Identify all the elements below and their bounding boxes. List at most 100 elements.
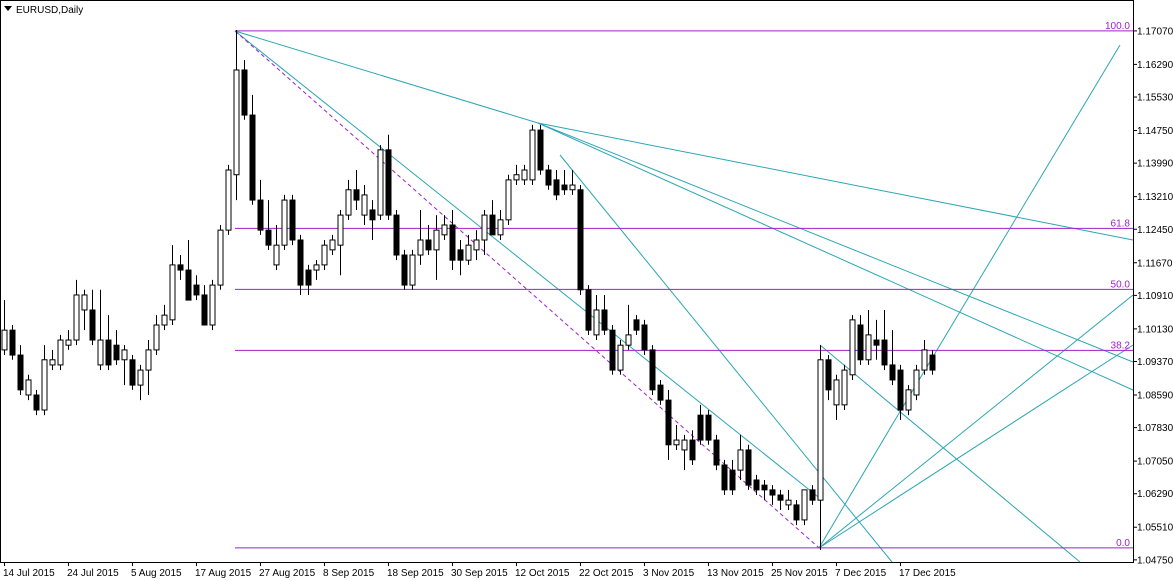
candle-body — [73, 294, 80, 341]
x-tick-label: 12 Oct 2015 — [515, 568, 570, 579]
candle-body — [809, 489, 816, 501]
candle-body — [401, 254, 408, 286]
candle-body — [265, 229, 272, 246]
trendline — [234, 30, 823, 501]
candle-body — [681, 439, 688, 451]
candle-body — [497, 219, 504, 236]
candle-body — [17, 354, 24, 391]
trendline — [537, 122, 1134, 363]
y-tick-label: 1.07830 — [1137, 423, 1173, 434]
candle-body — [881, 339, 888, 366]
candle-body — [729, 469, 736, 491]
candle-body — [593, 309, 600, 336]
candle-body — [361, 194, 368, 216]
y-tick-label: 1.09370 — [1137, 357, 1173, 368]
y-tick-label: 1.13210 — [1137, 192, 1173, 203]
candle-body — [689, 439, 696, 461]
candle-body — [833, 379, 840, 406]
fib-label: 100.0 — [1105, 21, 1130, 32]
x-tick-label: 30 Sep 2015 — [451, 568, 508, 579]
candle-body — [569, 184, 576, 191]
candle-body — [89, 309, 96, 341]
candle-body — [329, 239, 336, 251]
candle-body — [353, 189, 360, 201]
candle-body — [257, 199, 264, 231]
candle-body — [57, 339, 64, 366]
candle-body — [305, 269, 312, 286]
candle-body — [553, 179, 560, 196]
y-tick-label: 1.06290 — [1137, 489, 1173, 500]
candle-body — [153, 324, 160, 351]
candle-body — [65, 339, 72, 346]
candle-body — [369, 209, 376, 221]
candle-body — [233, 69, 240, 176]
x-tick-label: 7 Dec 2015 — [835, 568, 887, 579]
candle-body — [657, 384, 664, 401]
candle-body — [97, 339, 104, 366]
x-tick-label: 17 Dec 2015 — [899, 568, 956, 579]
y-tick-label: 1.16290 — [1137, 60, 1173, 71]
candle-body — [281, 199, 288, 246]
candle-body — [857, 324, 864, 361]
x-tick-label: 5 Aug 2015 — [131, 568, 182, 579]
candle-body — [41, 359, 48, 411]
candle-body — [865, 334, 872, 361]
x-tick-label: 8 Sep 2015 — [323, 568, 375, 579]
candle-body — [889, 364, 896, 381]
candle-body — [345, 189, 352, 216]
trendline — [818, 294, 1134, 549]
candle-body — [481, 214, 488, 241]
candle-body — [649, 349, 656, 391]
y-tick-label: 1.13990 — [1137, 159, 1173, 170]
candle-body — [25, 379, 32, 396]
trendline — [537, 122, 1134, 391]
candle-body — [801, 489, 808, 521]
candle-body — [201, 294, 208, 326]
candle-body — [217, 229, 224, 286]
x-tick-label: 18 Sep 2015 — [387, 568, 444, 579]
fib-label: 38.2 — [1111, 340, 1131, 351]
candle-body — [433, 229, 440, 251]
candle-body — [473, 239, 480, 251]
candle-body — [337, 214, 344, 246]
candle-body — [537, 129, 544, 171]
candle-body — [577, 189, 584, 291]
candle-body — [641, 324, 648, 351]
candle-body — [273, 244, 280, 266]
candle-body — [129, 359, 136, 386]
fib-label: 61.8 — [1111, 218, 1131, 229]
candle-body — [81, 294, 88, 311]
candle-body — [785, 499, 792, 506]
x-tick-label: 17 Aug 2015 — [195, 568, 252, 579]
menu-triangle[interactable] — [4, 6, 12, 11]
candle-body — [601, 309, 608, 331]
y-tick-label: 1.14750 — [1137, 126, 1173, 137]
candle-body — [929, 354, 936, 371]
candle-body — [137, 369, 144, 386]
candle-body — [425, 239, 432, 251]
candle-body — [377, 149, 384, 216]
candle-body — [441, 224, 448, 236]
candle-body — [321, 244, 328, 266]
candle-body — [625, 334, 632, 346]
candle-body — [449, 224, 456, 261]
candle-body — [225, 169, 232, 231]
candle-body — [617, 344, 624, 371]
candle-body — [161, 314, 168, 326]
candle-body — [513, 174, 520, 181]
candle-body — [393, 214, 400, 256]
candle-body — [849, 319, 856, 376]
candle-body — [465, 244, 472, 261]
candle-body — [121, 349, 128, 361]
candle-body — [561, 184, 568, 191]
candle-body — [529, 129, 536, 181]
candle-body — [633, 319, 640, 331]
candle-body — [457, 249, 464, 261]
trendline — [537, 122, 1134, 241]
candle-body — [521, 169, 528, 181]
candle-body — [105, 339, 112, 366]
candle-body — [297, 239, 304, 286]
y-tick-label: 1.05510 — [1137, 523, 1173, 534]
candle-body — [9, 329, 16, 356]
